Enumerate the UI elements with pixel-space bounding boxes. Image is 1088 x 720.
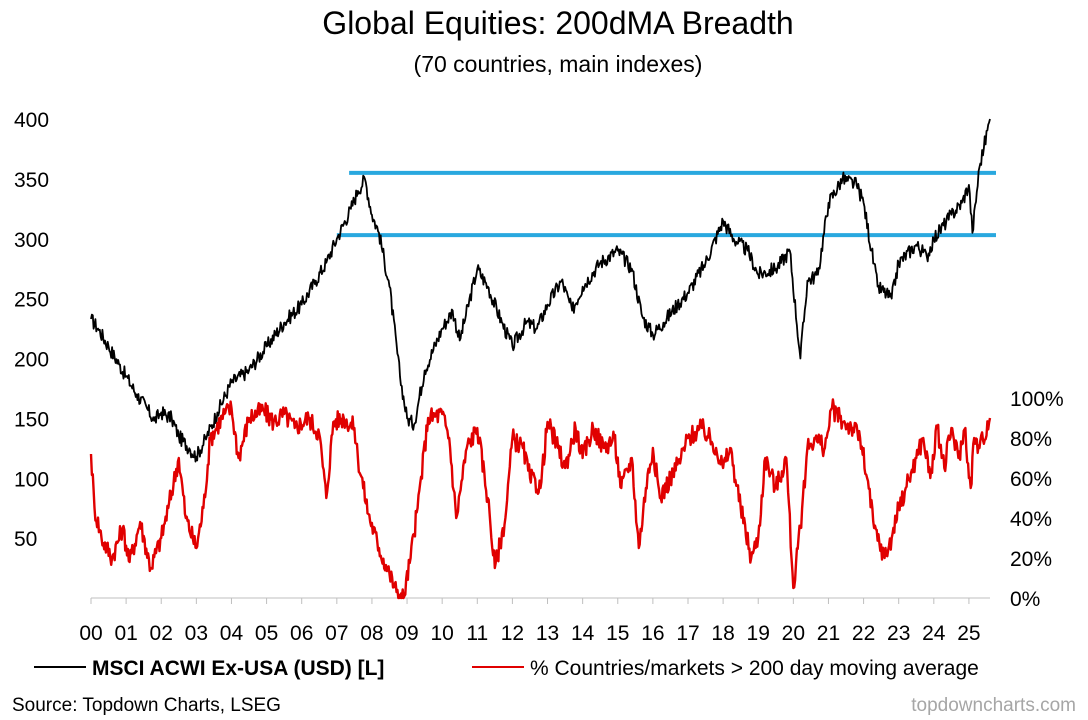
x-tick-label: 00 <box>79 622 102 645</box>
right-tick-label: 100% <box>1010 388 1064 411</box>
x-tick-label: 08 <box>360 622 383 645</box>
source-note: Source: Topdown Charts, LSEG <box>12 695 281 716</box>
x-tick-label: 18 <box>711 622 734 645</box>
x-tick-label: 12 <box>501 622 524 645</box>
watermark: topdowncharts.com <box>911 695 1076 716</box>
x-tick-label: 05 <box>255 622 278 645</box>
right-axis-ticks: 0% 20% 40% 60% 80% 100% <box>1010 388 1064 611</box>
x-tick-label: 17 <box>676 622 699 645</box>
x-tick-label: 16 <box>641 622 664 645</box>
x-tick-label: 04 <box>220 622 244 645</box>
x-tick-label: 07 <box>325 622 348 645</box>
x-axis: 00 01 02 03 04 05 06 07 08 09 10 11 12 13 14 15 16 17 18 19… <box>79 597 990 645</box>
x-tick-label: 20 <box>782 622 805 645</box>
x-tick-label: 25 <box>957 622 980 645</box>
x-tick-label: 21 <box>817 622 840 645</box>
left-tick-label: 150 <box>14 408 49 431</box>
right-tick-label: 80% <box>1010 428 1052 451</box>
reference-lines <box>336 170 996 238</box>
series-breadth-line <box>89 398 992 600</box>
x-tick-label: 02 <box>150 622 173 645</box>
legend-label-msci: MSCI ACWI Ex-USA (USD) [L] <box>92 657 384 680</box>
x-tick-label: 22 <box>852 622 875 645</box>
left-tick-label: 350 <box>14 169 49 192</box>
series-lines <box>89 118 992 600</box>
left-axis-ticks: 50 100 150 200 250 300 350 400 <box>14 109 49 551</box>
right-tick-label: 60% <box>1010 468 1052 491</box>
x-tick-label: 10 <box>430 622 453 645</box>
x-tick-label: 14 <box>571 622 595 645</box>
x-tick-label: 23 <box>887 622 910 645</box>
x-tick-label: 15 <box>606 622 629 645</box>
left-tick-label: 50 <box>14 528 37 551</box>
x-tick-label: 13 <box>536 622 559 645</box>
legend-label-breadth: % Countries/markets > 200 day moving ave… <box>530 657 979 680</box>
x-tick-label: 24 <box>922 622 946 645</box>
chart-title: Global Equities: 200dMA Breadth <box>322 5 793 41</box>
right-tick-label: 20% <box>1010 548 1052 571</box>
x-tick-label: 11 <box>466 622 488 645</box>
x-tick-label: 19 <box>747 622 770 645</box>
x-tick-label: 01 <box>114 622 137 645</box>
left-tick-label: 100 <box>14 468 49 491</box>
x-tick-label: 03 <box>185 622 208 645</box>
right-tick-label: 40% <box>1010 508 1052 531</box>
right-tick-label: 0% <box>1010 588 1040 611</box>
x-tick-label: 09 <box>395 622 418 645</box>
left-tick-label: 300 <box>14 229 49 252</box>
left-tick-label: 400 <box>14 109 49 132</box>
legend: MSCI ACWI Ex-USA (USD) [L] % Countries/m… <box>34 657 979 680</box>
series-msci-line <box>90 118 991 463</box>
x-tick-label: 06 <box>290 622 313 645</box>
left-tick-label: 250 <box>14 289 49 312</box>
chart-subtitle: (70 countries, main indexes) <box>414 51 703 77</box>
left-tick-label: 200 <box>14 349 49 372</box>
